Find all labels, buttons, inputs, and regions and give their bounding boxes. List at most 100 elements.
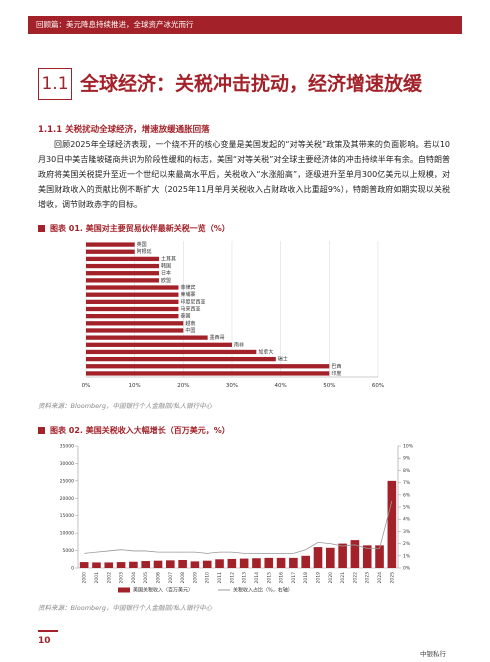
x-tick-label: 2007 [168, 572, 174, 584]
bar [86, 306, 179, 312]
y2-tick-label: 0% [403, 566, 411, 572]
bar-label: 瑞士 [278, 356, 288, 363]
legend-label: 美国关税收入（百万美元） [133, 587, 193, 594]
bar [252, 558, 261, 568]
x-tick-label: 2010 [205, 572, 211, 584]
paragraph: 回顾2025年全球经济表现，一个绕不开的核心变量是美国发起的“对等关税”政策及其… [38, 140, 450, 209]
y2-tick-label: 5% [403, 505, 411, 511]
y-tick-label: 20000 [60, 496, 74, 502]
bar [86, 328, 184, 333]
y-tick-label: 15000 [60, 513, 74, 519]
bar [166, 560, 175, 568]
bar [86, 371, 330, 376]
y2-tick-label: 7% [403, 480, 411, 486]
y-tick-label: 25000 [60, 478, 74, 484]
bar [86, 314, 179, 319]
x-tick-label: 2008 [180, 572, 186, 584]
bar [129, 561, 138, 568]
bar [86, 256, 159, 262]
bar [338, 543, 347, 568]
bar [86, 263, 159, 269]
bar-label: 泰国 [180, 313, 190, 320]
bar-label: 土耳其 [161, 255, 176, 262]
source: 资料来源：Bloomberg，中国银行个人金融部/私人银行中心 [38, 402, 213, 410]
bar [289, 557, 298, 568]
y-tick-label: 0 [71, 566, 74, 572]
bar-label: 菲律宾 [180, 284, 195, 291]
bar [141, 561, 150, 568]
x-tick-label: 2006 [156, 572, 162, 584]
y-tick-label: 10000 [60, 531, 74, 537]
x-tick-label: 2004 [131, 572, 137, 584]
x-tick-label: 2003 [119, 572, 125, 584]
bar-label: 印度 [331, 370, 341, 377]
bar [313, 547, 323, 568]
x-tick-label: 2023 [365, 572, 371, 584]
y2-tick-label: 4% [403, 517, 411, 523]
bar [79, 562, 89, 568]
bar-label: 韩国 [161, 263, 171, 270]
bar [215, 559, 224, 568]
bar [86, 299, 179, 304]
bar [326, 547, 335, 568]
line [84, 500, 393, 554]
legend-label: 关税收入占比（%，右轴） [233, 587, 293, 594]
y2-tick-label: 9% [403, 456, 411, 462]
bar [86, 285, 179, 290]
x-tick-label: 2018 [303, 572, 309, 584]
y-tick-label: 35000 [60, 444, 74, 450]
bar-label: 日本 [161, 270, 171, 277]
bar [86, 292, 179, 297]
x-tick-label: 60% [372, 383, 384, 389]
bar [227, 558, 237, 568]
y-tick-label: 5000 [63, 548, 75, 554]
source: 资料来源：Bloomberg，中国银行个人金融部/私人银行中心 [38, 604, 213, 612]
bar [86, 335, 208, 340]
bar-label: 墨西哥 [210, 335, 225, 341]
x-tick-label: 2012 [229, 572, 235, 584]
bar [276, 557, 286, 568]
bar-label: 阿根廷 [137, 248, 152, 255]
bar [86, 278, 159, 283]
x-tick-label: 2011 [217, 572, 223, 584]
y2-tick-label: 2% [403, 541, 411, 547]
chart: 0% 10% 20% 30% 40% 50% 60% 英国阿根廷土耳其韩国日本欧盟菲律宾柬埔寨… [82, 241, 384, 389]
bar-label: 越南 [185, 320, 195, 327]
x-tick-label: 10% [129, 383, 141, 389]
chart-title: 图表 02. 美国关税收入大幅增长（百万美元，%） [38, 425, 230, 436]
y2-tick-label: 6% [403, 492, 411, 498]
chart: 0 5000 10000 15000 20000 25000 30000 35000 0% 1% 2… [60, 444, 414, 594]
x-tick-label: 30% [226, 383, 238, 389]
x-tick-label: 2016 [279, 572, 285, 584]
bar-label: 马来西亚 [180, 306, 200, 313]
bar [104, 562, 114, 568]
x-tick-label: 2019 [316, 572, 322, 584]
bar [86, 364, 330, 369]
x-tick-label: 2009 [192, 572, 198, 584]
banner: 回顾篇：美元降息持续推进，全球资产冰光而行 [28, 16, 462, 34]
bar-label: 加拿大 [258, 348, 273, 355]
bar [116, 562, 126, 568]
bar [86, 321, 184, 326]
logo: 中银私行 [420, 650, 446, 658]
legend-swatch [118, 587, 130, 593]
page-number: 10 [38, 636, 51, 646]
x-tick-label: 2013 [242, 572, 248, 584]
bar-label: 巴西 [331, 364, 341, 370]
bar [86, 349, 257, 355]
x-tick-label: 40% [275, 383, 287, 389]
x-tick-label: 2025 [389, 572, 395, 584]
x-tick-label: 2005 [143, 572, 149, 584]
bar [86, 242, 135, 247]
bar [86, 249, 135, 254]
bar-label: 中国 [185, 327, 195, 334]
bar-label: 欧盟 [161, 277, 171, 284]
bar-label: 南非 [234, 341, 244, 348]
x-tick-label: 2021 [340, 572, 346, 584]
bar [86, 271, 159, 276]
x-tick-label: 2001 [94, 572, 100, 584]
x-tick-label: 2022 [352, 572, 358, 584]
section-number: 1.1 [38, 68, 72, 100]
bar [178, 559, 187, 568]
